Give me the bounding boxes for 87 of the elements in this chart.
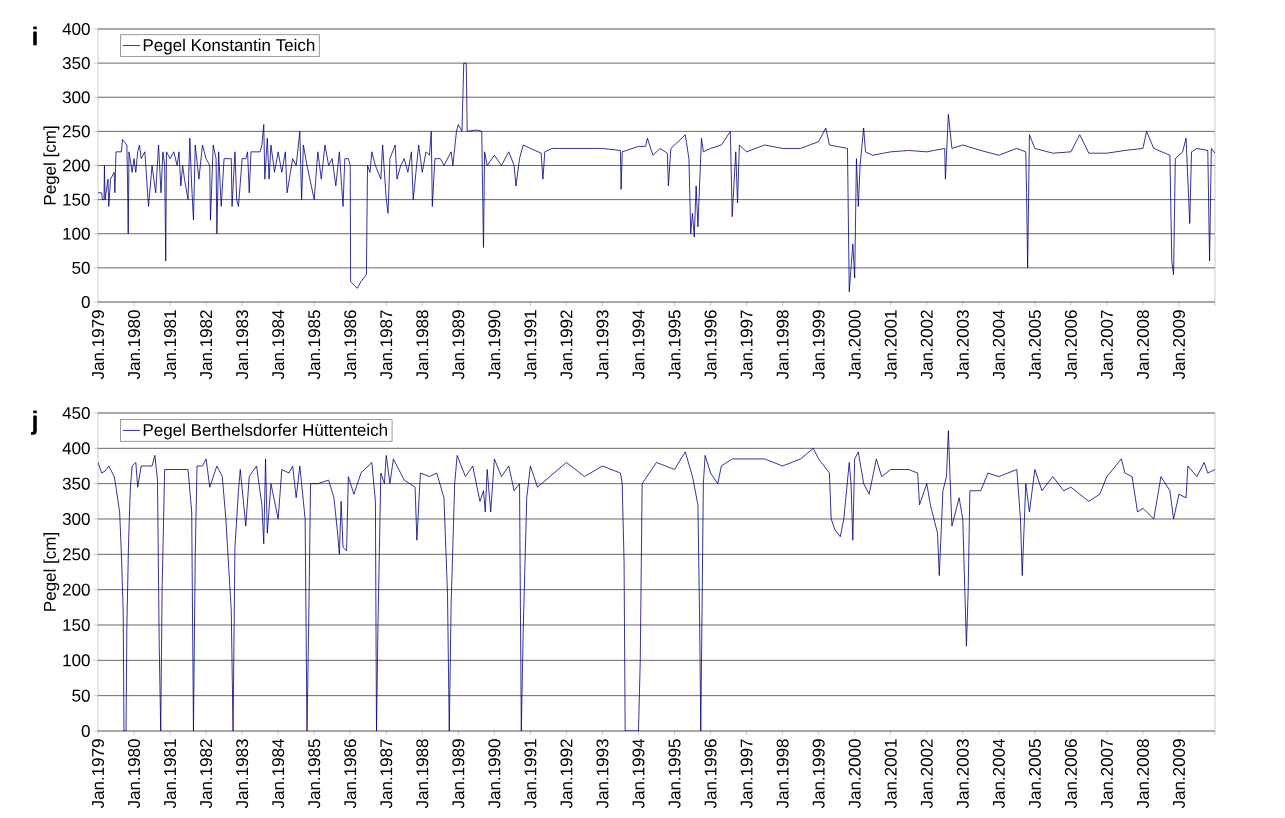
x-tick-label: Jan.2008 xyxy=(1136,310,1149,380)
x-tick-label: Jan.1996 xyxy=(704,310,717,380)
x-tick-label: Jan.2007 xyxy=(1100,310,1113,380)
x-tick-label: Jan.2005 xyxy=(1028,310,1041,380)
y-tick-label: 100 xyxy=(63,227,90,240)
y-tick-label: 150 xyxy=(63,618,90,632)
x-tick-label: Jan.1988 xyxy=(416,310,429,380)
y-axis-title: Pegel [cm] xyxy=(43,126,60,205)
y-tick-label: 300 xyxy=(62,91,90,104)
x-tick-label: Jan.1997 xyxy=(740,739,753,809)
x-tick-label: Jan.1982 xyxy=(200,739,213,809)
y-tick-label: 100 xyxy=(63,654,90,667)
x-tick-label: Jan.2003 xyxy=(956,739,969,809)
x-tick-label: Jan.2006 xyxy=(1064,310,1077,380)
x-tick-label: Jan.1987 xyxy=(380,739,393,809)
x-tick-label: Jan.1992 xyxy=(560,739,573,809)
chart-title: i xyxy=(33,26,37,46)
x-tick-label: Jan.1998 xyxy=(776,739,789,809)
y-tick-label: 250 xyxy=(62,125,90,138)
y-tick-label: 50 xyxy=(72,689,90,702)
x-tick-label: Jan.1994 xyxy=(632,310,645,380)
x-tick-label: Jan.2006 xyxy=(1064,739,1077,809)
x-tick-label: Jan.1980 xyxy=(128,739,141,809)
y-tick-label: 0 xyxy=(81,295,90,309)
x-tick-label: Jan.2009 xyxy=(1172,310,1185,380)
x-tick-label: Jan.1984 xyxy=(272,739,285,809)
x-tick-label: Jan.1979 xyxy=(91,310,105,380)
y-tick-label: 250 xyxy=(62,548,90,561)
x-tick-label: Jan.1993 xyxy=(596,310,609,380)
y-tick-label: 200 xyxy=(62,159,90,172)
x-tick-label: Jan.1999 xyxy=(812,310,825,380)
x-tick-label: Jan.2004 xyxy=(992,310,1005,380)
x-tick-label: Jan.1989 xyxy=(452,739,465,809)
x-tick-label: Jan.1998 xyxy=(776,310,789,380)
x-tick-label: Jan.2002 xyxy=(920,310,933,380)
x-tick-label: Jan.2009 xyxy=(1172,739,1185,809)
x-tick-label: Jan.1996 xyxy=(704,739,717,809)
x-tick-label: Jan.1987 xyxy=(380,310,393,380)
x-tick-label: Jan.1983 xyxy=(236,739,249,809)
y-tick-label: 200 xyxy=(62,583,90,596)
y-tick-label: 350 xyxy=(62,477,90,490)
x-tick-label: Jan.1981 xyxy=(164,739,177,809)
y-tick-label: 400 xyxy=(62,22,90,36)
x-tick-label: Jan.2001 xyxy=(884,739,897,809)
y-axis-title: Pegel [cm] xyxy=(43,533,60,611)
x-tick-label: Jan.1991 xyxy=(524,739,537,809)
x-tick-label: Jan.1985 xyxy=(308,739,321,809)
x-tick-label: Jan.2003 xyxy=(956,310,969,380)
x-tick-label: Jan.1982 xyxy=(200,310,213,380)
y-tick-label: 0 xyxy=(81,724,90,738)
x-tick-label: Jan.1999 xyxy=(812,739,825,809)
x-tick-label: Jan.2004 xyxy=(992,739,1005,809)
x-tick-label: Jan.1995 xyxy=(668,739,681,809)
x-tick-label: Jan.1988 xyxy=(416,739,429,809)
x-tick-label: Jan.1980 xyxy=(128,310,141,380)
x-tick-label: Jan.1995 xyxy=(668,310,681,380)
x-tick-label: Jan.1990 xyxy=(488,310,501,380)
y-tick-label: 450 xyxy=(62,406,90,420)
x-tick-label: Jan.1992 xyxy=(560,310,573,380)
y-tick-label: 400 xyxy=(62,442,90,455)
x-tick-label: Jan.2008 xyxy=(1136,739,1149,809)
x-tick-label: Jan.1979 xyxy=(91,739,105,809)
x-tick-label: Jan.2001 xyxy=(884,310,897,380)
x-tick-label: Jan.1993 xyxy=(596,739,609,809)
x-tick-label: Jan.1983 xyxy=(236,310,249,380)
chart-title: j xyxy=(30,410,37,435)
y-tick-label: 150 xyxy=(63,193,90,206)
x-tick-label: Jan.1981 xyxy=(164,310,177,380)
x-tick-label: Jan.2000 xyxy=(848,310,861,380)
legend-label: Pegel Berthelsdorfer Hüttenteich xyxy=(143,423,387,440)
y-tick-label: 350 xyxy=(62,57,90,70)
x-tick-label: Jan.1991 xyxy=(524,310,537,380)
x-tick-label: Jan.2002 xyxy=(920,739,933,809)
y-tick-label: 50 xyxy=(72,261,90,274)
y-tick-label: 300 xyxy=(62,512,90,526)
x-tick-label: Jan.1994 xyxy=(632,739,645,809)
x-tick-label: Jan.1985 xyxy=(308,310,321,380)
x-tick-label: Jan.1986 xyxy=(344,310,357,380)
x-tick-label: Jan.1984 xyxy=(272,310,285,380)
x-tick-label: Jan.2007 xyxy=(1100,739,1113,809)
x-tick-label: Jan.2000 xyxy=(848,739,861,809)
x-tick-label: Jan.1997 xyxy=(740,310,753,380)
legend-label: Pegel Konstantin Teich xyxy=(143,38,315,55)
x-tick-label: Jan.1989 xyxy=(452,310,465,380)
x-tick-label: Jan.1990 xyxy=(488,739,501,809)
x-tick-label: Jan.2005 xyxy=(1028,739,1041,809)
x-tick-label: Jan.1986 xyxy=(344,739,357,809)
